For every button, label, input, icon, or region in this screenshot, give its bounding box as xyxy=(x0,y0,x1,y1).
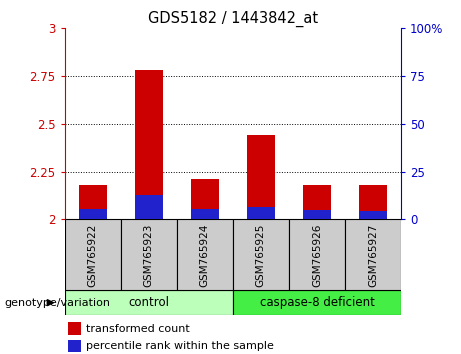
Bar xyxy=(68,322,82,335)
Text: GSM765924: GSM765924 xyxy=(200,223,210,287)
Text: genotype/variation: genotype/variation xyxy=(5,298,111,308)
Bar xyxy=(191,179,219,219)
Bar xyxy=(303,210,331,219)
Bar xyxy=(247,207,275,219)
Bar xyxy=(135,70,163,219)
Text: transformed count: transformed count xyxy=(86,324,190,333)
Bar xyxy=(289,219,345,290)
Bar xyxy=(78,209,106,219)
Bar xyxy=(65,290,233,315)
Bar xyxy=(177,219,233,290)
Bar xyxy=(345,219,401,290)
Bar xyxy=(233,219,289,290)
Text: percentile rank within the sample: percentile rank within the sample xyxy=(86,341,274,351)
Text: GSM765925: GSM765925 xyxy=(256,223,266,287)
Text: caspase-8 deficient: caspase-8 deficient xyxy=(260,296,374,309)
Text: control: control xyxy=(128,296,169,309)
Bar xyxy=(191,209,219,219)
Text: GSM765922: GSM765922 xyxy=(88,223,98,287)
Text: GSM765923: GSM765923 xyxy=(144,223,154,287)
Bar xyxy=(68,340,82,352)
Bar xyxy=(65,219,121,290)
Text: GSM765926: GSM765926 xyxy=(312,223,322,287)
Bar xyxy=(78,185,106,219)
Title: GDS5182 / 1443842_at: GDS5182 / 1443842_at xyxy=(148,11,318,27)
Bar xyxy=(359,211,387,219)
Bar xyxy=(303,185,331,219)
Bar xyxy=(359,185,387,219)
Bar xyxy=(247,135,275,219)
Bar xyxy=(135,195,163,219)
Bar xyxy=(121,219,177,290)
Bar xyxy=(233,290,401,315)
Text: GSM765927: GSM765927 xyxy=(368,223,378,287)
